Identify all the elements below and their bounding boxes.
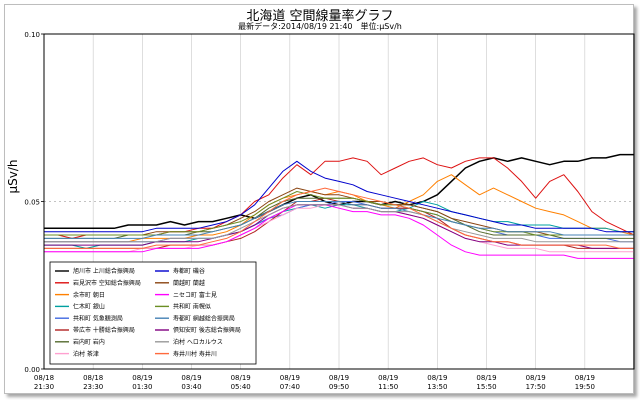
x-tick-label: 08/19 05:40: [231, 374, 251, 391]
legend-item-label: 岩見沢市 空知総合振興局: [73, 279, 141, 287]
x-tick-label: 08/18 21:30: [34, 374, 54, 391]
series-line-14: [44, 204, 634, 243]
x-tick-label: 08/19 07:40: [280, 374, 300, 391]
series-line-15: [44, 187, 634, 249]
legend-box: [49, 261, 257, 365]
legend-item-label: 仁木町 銀山: [73, 303, 105, 311]
y-tick-label: 0.00: [24, 366, 40, 374]
x-tick-label: 08/19 01:30: [132, 374, 152, 391]
chart-title: 北海道 空間線量率グラフ: [246, 9, 394, 24]
x-tick-label: 08/19 15:50: [476, 374, 496, 391]
series-line-11: [44, 191, 634, 236]
series-line-8: [44, 160, 634, 233]
axes: 08/18 21:30 08/18 23:30 08/19 01:30 08/19 03:40…: [6, 31, 635, 391]
x-tick-label: 08/19 13:50: [427, 374, 447, 391]
legend-item-label: 倶知安町 後志総合振興局: [173, 326, 241, 334]
legend-item-label: 寿井川村 寿井川: [173, 350, 217, 358]
x-tick-label: 08/19 19:50: [575, 374, 595, 391]
x-tick-label: 08/19 03:40: [181, 374, 201, 391]
x-tick-label: 08/19 11:50: [378, 374, 398, 391]
legend-item-label: 帯広市 十勝総合振興局: [73, 326, 135, 334]
x-tick-label: 08/19 17:50: [526, 374, 546, 391]
series-lines: [44, 153, 635, 259]
legend-item-label: 余市町 朝日: [73, 291, 105, 299]
plot-border: [43, 33, 635, 370]
series-line-12: [44, 201, 634, 239]
legend-item-label: 泊村 ヘロカルウス: [173, 338, 223, 346]
series-line-10: [44, 204, 634, 259]
legend-item-label: 泊村 茶津: [73, 350, 99, 358]
legend-item-label: 蘭越町 蘭越: [173, 279, 205, 287]
chart-subtitle: 最新データ:2014/08/19 21:40 単位:μSv/h: [238, 22, 402, 31]
legend-item-label: 旭川市 上川総合振興局: [73, 267, 135, 275]
legend-item-label: 岩内町 岩内: [73, 338, 105, 346]
legend-item-label: 寿都町 網越総合振興局: [173, 314, 235, 322]
legend-item-label: 寿都町 磯谷: [173, 267, 205, 275]
x-tick-label: 08/19 09:50: [329, 374, 349, 391]
y-tick-label: 0.05: [24, 199, 40, 207]
y-axis-label: μSv/h: [6, 159, 20, 193]
x-tick-label: 08/18 23:30: [83, 374, 103, 391]
legend-item-label: 共和町 南幌似: [173, 303, 211, 311]
legend-item-label: 共和町 気象観測局: [73, 314, 123, 322]
legend-item-label: ニセコ町 富士見: [173, 291, 217, 299]
y-tick-label: 0.10: [24, 31, 40, 39]
